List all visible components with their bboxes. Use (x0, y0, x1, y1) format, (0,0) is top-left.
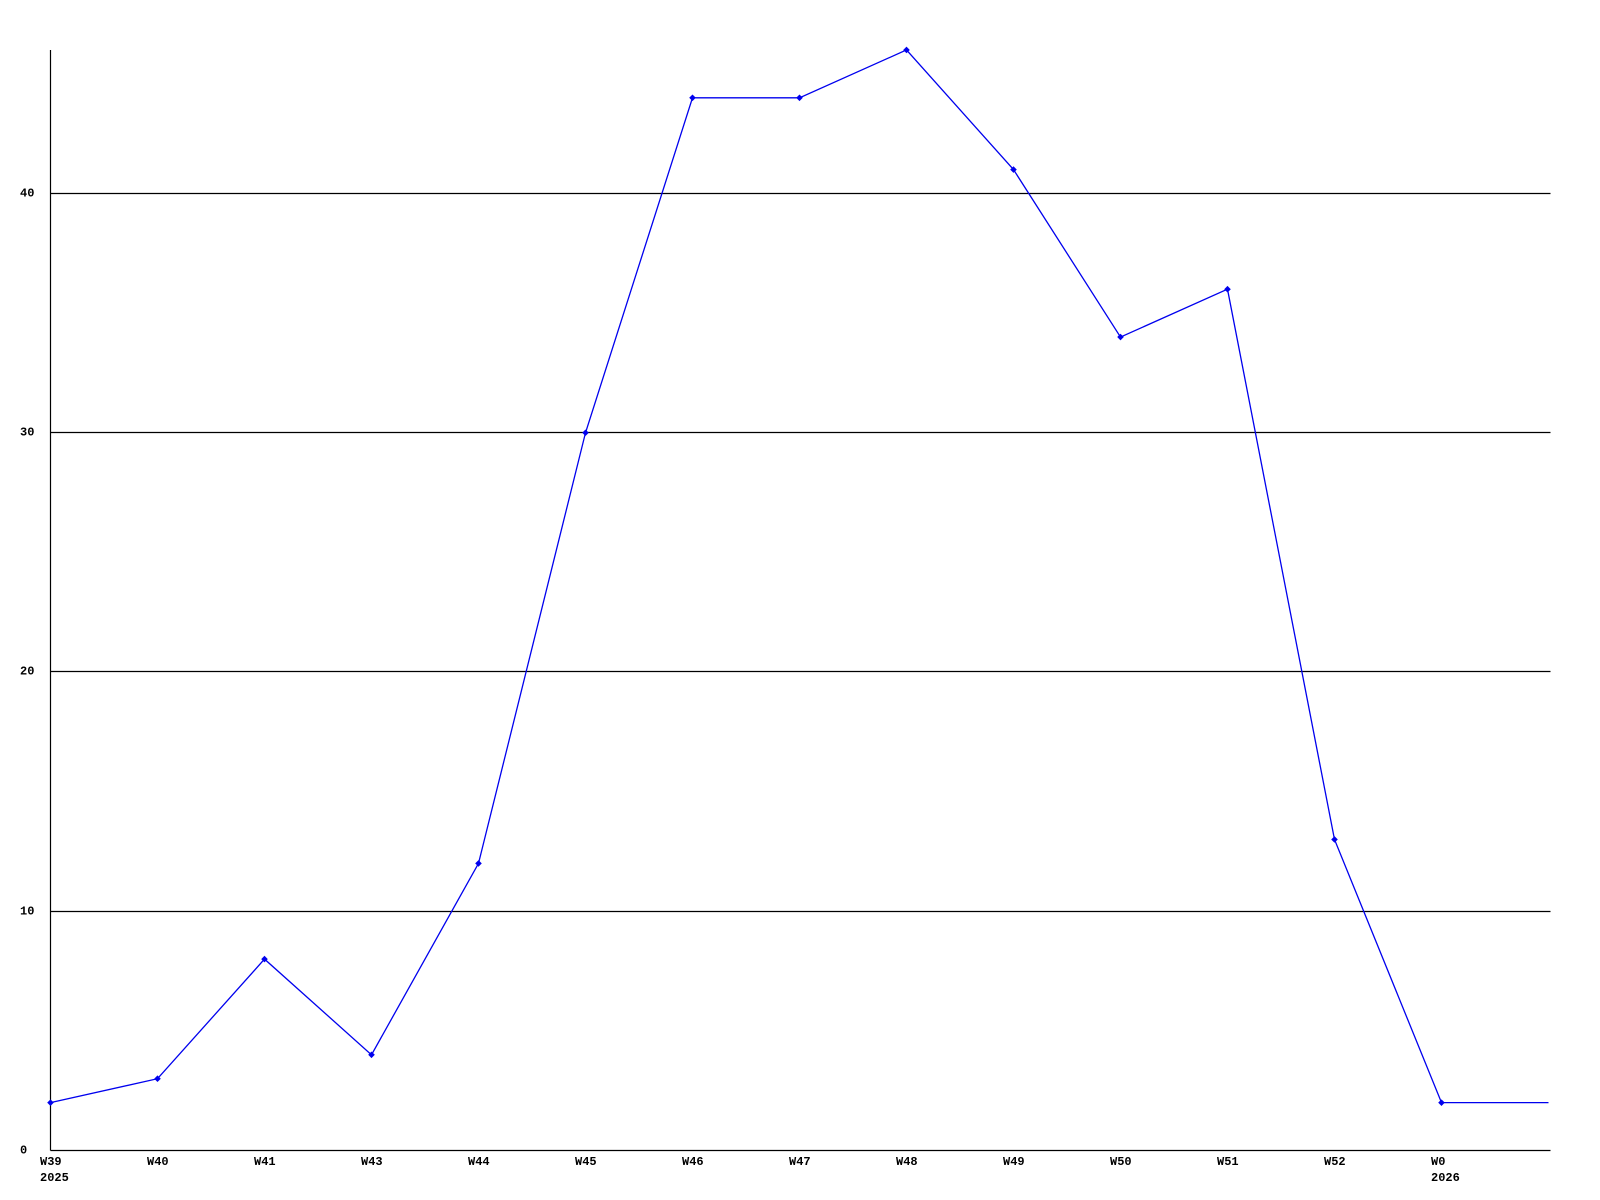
svg-text:W0: W0 (1431, 1155, 1445, 1169)
svg-text:W40: W40 (147, 1155, 169, 1169)
svg-text:30: 30 (20, 426, 34, 440)
svg-text:W44: W44 (468, 1155, 490, 1169)
svg-text:2025: 2025 (40, 1171, 69, 1185)
svg-text:W49: W49 (1003, 1155, 1025, 1169)
svg-text:40: 40 (20, 187, 34, 201)
svg-text:W48: W48 (896, 1155, 918, 1169)
svg-text:W43: W43 (361, 1155, 383, 1169)
svg-text:W50: W50 (1110, 1155, 1132, 1169)
svg-text:20: 20 (20, 665, 34, 679)
svg-text:W46: W46 (682, 1155, 704, 1169)
svg-text:W45: W45 (575, 1155, 597, 1169)
svg-text:2026: 2026 (1431, 1171, 1460, 1185)
svg-text:W41: W41 (254, 1155, 276, 1169)
svg-text:W52: W52 (1324, 1155, 1346, 1169)
svg-text:W39: W39 (40, 1155, 62, 1169)
svg-text:0: 0 (20, 1144, 27, 1158)
svg-text:W47: W47 (789, 1155, 811, 1169)
svg-text:10: 10 (20, 905, 34, 919)
svg-text:W51: W51 (1217, 1155, 1239, 1169)
